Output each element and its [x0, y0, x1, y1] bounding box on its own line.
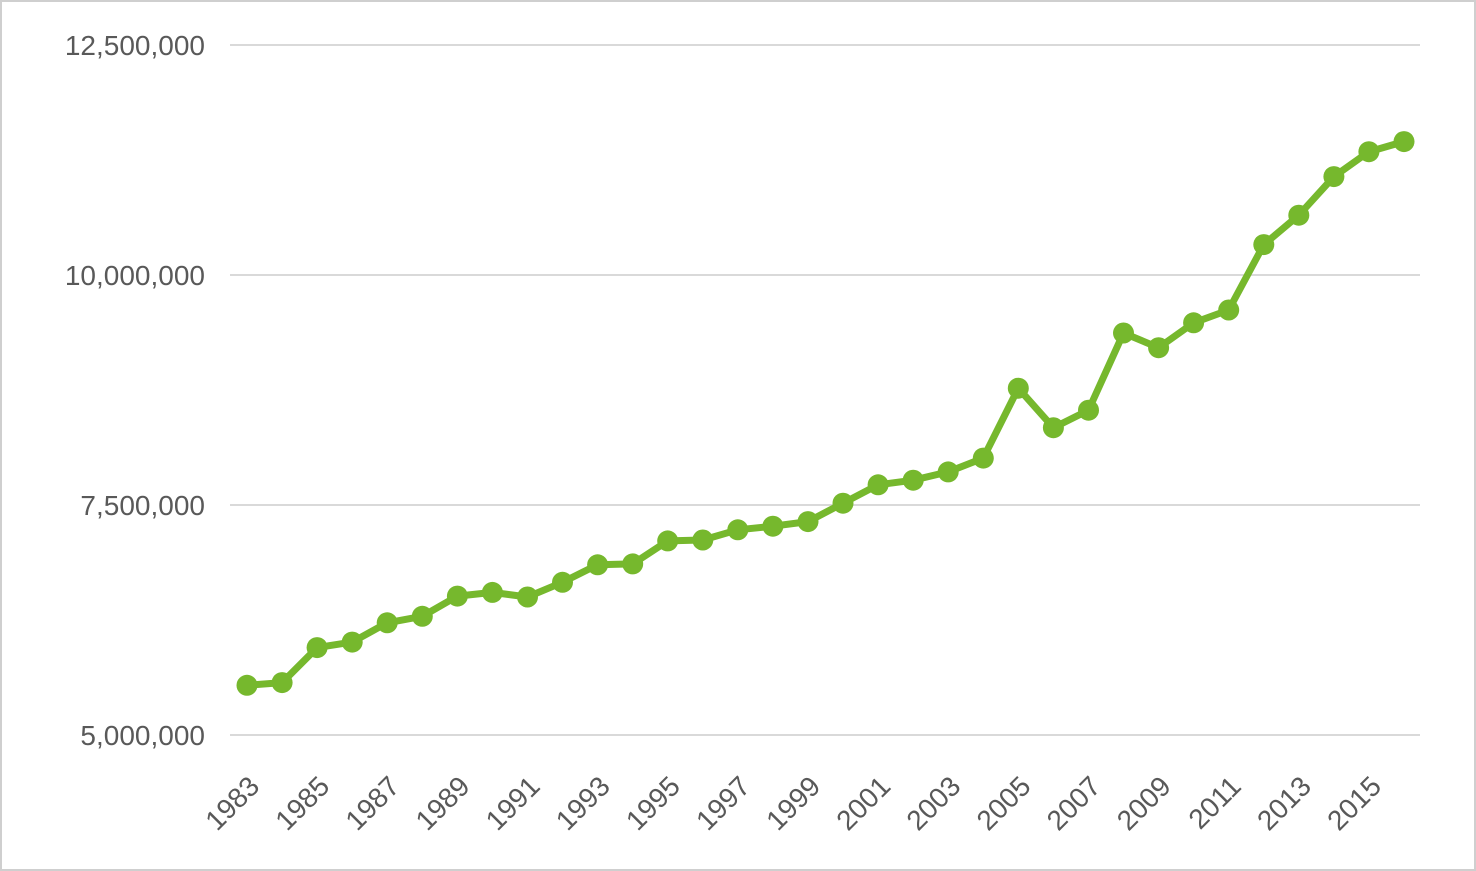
x-axis-tick-label: 1991 — [480, 770, 546, 836]
data-point-marker — [1007, 377, 1029, 399]
data-point-marker — [937, 461, 959, 483]
data-point-marker — [1042, 417, 1064, 439]
x-axis-labels: 1983 1985 1987 1989 1991 1993 1995 1997 1999 2001… — [199, 770, 1387, 836]
data-point-marker — [341, 631, 363, 653]
data-point-marker — [1393, 131, 1415, 153]
data-point-marker — [692, 529, 714, 551]
x-axis-tick-label: 1999 — [760, 770, 826, 836]
x-axis-tick-label: 2013 — [1251, 770, 1317, 836]
data-point-marker — [411, 605, 433, 627]
data-point-marker — [1113, 322, 1134, 344]
data-point-marker — [1253, 234, 1275, 256]
data-point-marker — [727, 519, 749, 541]
data-point-marker — [1323, 166, 1345, 188]
data-point-marker — [1183, 312, 1205, 334]
y-axis-tick-label: 7,500,000 — [80, 490, 205, 521]
data-point-marker — [902, 469, 924, 491]
data-point-marker — [446, 585, 468, 607]
x-axis-tick-label: 2007 — [1041, 770, 1107, 836]
data-point-marker — [306, 637, 328, 659]
data-point-marker — [1358, 141, 1380, 163]
y-axis-tick-label: 10,000,000 — [65, 260, 205, 291]
data-point-marker — [972, 447, 994, 469]
data-point-marker — [1078, 399, 1099, 421]
x-axis-tick-label: 2001 — [830, 770, 896, 836]
x-axis-tick-label: 1987 — [340, 770, 406, 836]
data-point-marker — [481, 581, 503, 603]
data-point-marker — [832, 492, 854, 514]
y-axis-labels: 5,000,000 7,500,000 10,000,000 12,500,000 — [65, 30, 205, 751]
data-point-marker — [867, 474, 889, 496]
x-axis-tick-label: 1985 — [269, 770, 335, 836]
x-axis-tick-label: 2005 — [971, 770, 1037, 836]
x-axis-tick-label: 2015 — [1321, 770, 1387, 836]
data-point-marker — [762, 515, 784, 537]
y-axis-tick-label: 12,500,000 — [65, 30, 205, 61]
data-points — [236, 131, 1415, 696]
data-point-marker — [271, 672, 293, 694]
data-point-marker — [587, 554, 609, 576]
data-point-marker — [1218, 299, 1240, 321]
x-axis-tick-label: 1989 — [410, 770, 476, 836]
x-axis-tick-label: 1983 — [199, 770, 265, 836]
data-point-marker — [797, 511, 819, 533]
x-axis-tick-label: 1995 — [620, 770, 686, 836]
x-axis-tick-label: 2011 — [1182, 770, 1247, 835]
data-point-marker — [657, 530, 679, 552]
data-point-marker — [552, 571, 573, 593]
data-point-marker — [622, 553, 644, 575]
data-point-marker — [1148, 337, 1170, 359]
data-line — [243, 138, 1408, 689]
data-point-marker — [236, 674, 258, 696]
x-axis-tick-label: 1997 — [690, 770, 756, 836]
x-axis-tick-label: 1993 — [550, 770, 616, 836]
gridlines — [230, 44, 1420, 736]
data-point-marker — [1288, 204, 1310, 226]
x-axis-tick-label: 2003 — [900, 770, 966, 836]
y-axis-tick-label: 5,000,000 — [80, 720, 205, 751]
data-point-marker — [376, 612, 398, 634]
data-point-marker — [517, 586, 538, 608]
x-axis-tick-label: 2009 — [1111, 770, 1177, 836]
